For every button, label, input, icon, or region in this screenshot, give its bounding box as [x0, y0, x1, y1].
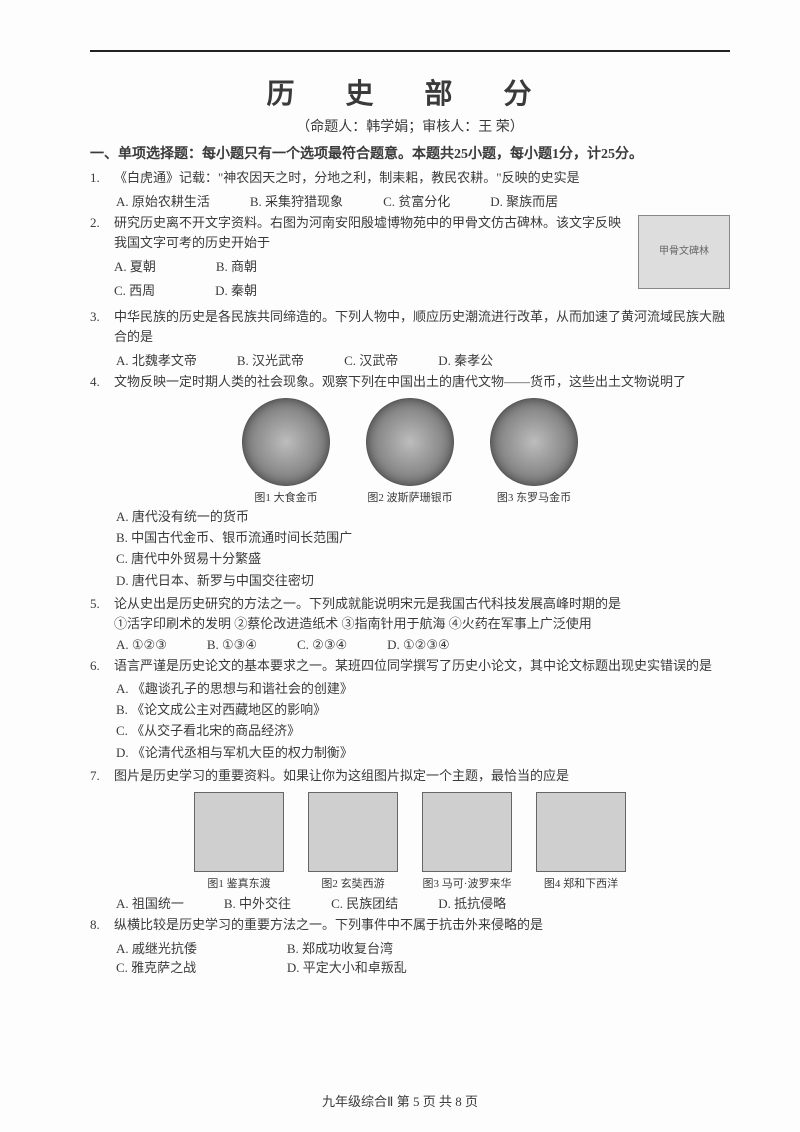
- q8-opt-b[interactable]: B. 郑成功收复台湾: [287, 938, 407, 957]
- q7-num: 7.: [90, 766, 114, 786]
- q4-options: A. 唐代没有统一的货币 B. 中国古代金币、银币流通时间长范围广 C. 唐代中…: [116, 507, 730, 591]
- coin-1-caption: 图1 大食金币: [242, 489, 330, 505]
- q5-options: A. ①②③ B. ①③④ C. ②③④ D. ①②③④: [116, 637, 730, 653]
- q1-opt-b[interactable]: B. 采集狩猎现象: [250, 191, 343, 210]
- q7-pic-3: 图3 马可·波罗来华: [422, 792, 512, 891]
- pic-4-caption: 图4 郑和下西洋: [536, 875, 626, 891]
- q1-opt-c[interactable]: C. 贫富分化: [383, 191, 450, 210]
- q3-opt-c[interactable]: C. 汉武帝: [344, 350, 398, 369]
- authors-line: （命题人：韩学娟；审核人：王 荣）: [90, 116, 730, 136]
- q1-opt-d[interactable]: D. 聚族而居: [490, 191, 558, 210]
- page-title: 历 史 部 分: [90, 72, 730, 112]
- exam-page: 历 史 部 分 （命题人：韩学娟；审核人：王 荣） 一、单项选择题：每小题只有一…: [0, 0, 800, 1132]
- question-3: 3. 中华民族的历史是各民族共同缔造的。下列人物中，顺应历史潮流进行改革，从而加…: [90, 307, 730, 347]
- q2-stem: 研究历史离不开文字资料。右图为河南安阳殷墟博物苑中的甲骨文仿古碑林。该文字反映我…: [114, 215, 621, 250]
- q3-stem: 中华民族的历史是各民族共同缔造的。下列人物中，顺应历史潮流进行改革，从而加速了黄…: [114, 307, 730, 347]
- q1-options: A. 原始农耕生活 B. 采集狩猎现象 C. 贫富分化 D. 聚族而居: [116, 191, 730, 210]
- section-1-heading: 一、单项选择题：每小题只有一个选项最符合题意。本题共25小题，每小题1分，计25…: [90, 144, 730, 165]
- pic-1-caption: 图1 鉴真东渡: [194, 875, 284, 891]
- q7-pic-1: 图1 鉴真东渡: [194, 792, 284, 891]
- q7-opt-b[interactable]: B. 中外交往: [224, 893, 291, 912]
- page-footer: 九年级综合Ⅱ 第 5 页 共 8 页: [0, 1091, 800, 1110]
- question-2: 2. 甲骨文碑林 研究历史离不开文字资料。右图为河南安阳殷墟博物苑中的甲骨文仿古…: [90, 213, 730, 304]
- q2-image: 甲骨文碑林: [638, 215, 730, 289]
- q3-opt-b[interactable]: B. 汉光武帝: [237, 350, 304, 369]
- q7-pic-2: 图2 玄奘西游: [308, 792, 398, 891]
- question-8: 8. 纵横比较是历史学习的重要方法之一。下列事件中不属于抗击外来侵略的是: [90, 915, 730, 935]
- q4-coin-3: 图3 东罗马金币: [490, 398, 578, 505]
- q7-pic-row: 图1 鉴真东渡 图2 玄奘西游 图3 马可·波罗来华 图4 郑和下西洋: [90, 792, 730, 891]
- q5-opt-b[interactable]: B. ①③④: [207, 637, 257, 653]
- q6-opt-b[interactable]: B. 《论文成公主对西藏地区的影响》: [116, 700, 730, 720]
- q5-num: 5.: [90, 594, 114, 634]
- pic-3-caption: 图3 马可·波罗来华: [422, 875, 512, 891]
- q4-opt-a[interactable]: A. 唐代没有统一的货币: [116, 507, 730, 527]
- q2-body: 甲骨文碑林 研究历史离不开文字资料。右图为河南安阳殷墟博物苑中的甲骨文仿古碑林。…: [114, 213, 730, 304]
- q7-opt-c[interactable]: C. 民族团结: [331, 893, 398, 912]
- q1-num: 1.: [90, 168, 114, 188]
- q2-opt-a[interactable]: A. 夏朝: [114, 257, 156, 277]
- q1-stem: 《白虎通》记载："神农因天之时，分地之利，制耒耜，教民农耕。"反映的史实是: [114, 168, 730, 188]
- q8-opt-c[interactable]: C. 雅克萨之战: [116, 957, 197, 976]
- question-4: 4. 文物反映一定时期人类的社会现象。观察下列在中国出土的唐代文物——货币，这些…: [90, 372, 730, 392]
- pic-3-icon: [422, 792, 512, 872]
- q4-stem: 文物反映一定时期人类的社会现象。观察下列在中国出土的唐代文物——货币，这些出土文…: [114, 372, 730, 392]
- q8-stem: 纵横比较是历史学习的重要方法之一。下列事件中不属于抗击外来侵略的是: [114, 915, 730, 935]
- q7-opt-d[interactable]: D. 抵抗侵略: [438, 893, 506, 912]
- q2-opt-c[interactable]: C. 西周: [114, 281, 155, 301]
- q1-opt-a[interactable]: A. 原始农耕生活: [116, 191, 210, 210]
- coin-3-caption: 图3 东罗马金币: [490, 489, 578, 505]
- q4-coin-2: 图2 波斯萨珊银币: [366, 398, 454, 505]
- q8-options: A. 戚继光抗倭 C. 雅克萨之战 B. 郑成功收复台湾 D. 平定大小和卓叛乱: [116, 938, 730, 976]
- pic-2-icon: [308, 792, 398, 872]
- q7-pic-4: 图4 郑和下西洋: [536, 792, 626, 891]
- q2-opt-d[interactable]: D. 秦朝: [215, 281, 257, 301]
- coin-3-icon: [490, 398, 578, 486]
- q4-num: 4.: [90, 372, 114, 392]
- q3-opt-a[interactable]: A. 北魏孝文帝: [116, 350, 197, 369]
- coin-2-icon: [366, 398, 454, 486]
- coin-2-caption: 图2 波斯萨珊银币: [366, 489, 454, 505]
- q8-opt-a[interactable]: A. 戚继光抗倭: [116, 938, 197, 957]
- q6-opt-a[interactable]: A. 《趣谈孔子的思想与和谐社会的创建》: [116, 679, 730, 699]
- q7-opt-a[interactable]: A. 祖国统一: [116, 893, 184, 912]
- q6-stem: 语言严谨是历史论文的基本要求之一。某班四位同学撰写了历史小论文，其中论文标题出现…: [114, 656, 730, 676]
- q8-opt-d[interactable]: D. 平定大小和卓叛乱: [287, 957, 407, 976]
- q3-options: A. 北魏孝文帝 B. 汉光武帝 C. 汉武帝 D. 秦孝公: [116, 350, 730, 369]
- q5-opt-a[interactable]: A. ①②③: [116, 637, 167, 653]
- q4-opt-b[interactable]: B. 中国古代金币、银币流通时间长范围广: [116, 528, 730, 548]
- q4-opt-c[interactable]: C. 唐代中外贸易十分繁盛: [116, 549, 730, 569]
- q2-options-row2: C. 西周 D. 秦朝: [114, 281, 630, 301]
- q2-num: 2.: [90, 213, 114, 304]
- q3-opt-d[interactable]: D. 秦孝公: [438, 350, 493, 369]
- q6-opt-d[interactable]: D. 《论清代丞相与军机大臣的权力制衡》: [116, 743, 730, 763]
- q4-coin-1: 图1 大食金币: [242, 398, 330, 505]
- q7-options: A. 祖国统一 B. 中外交往 C. 民族团结 D. 抵抗侵略: [116, 893, 730, 912]
- top-rule: [90, 50, 730, 52]
- q2-opt-b[interactable]: B. 商朝: [216, 257, 257, 277]
- q4-coin-row: 图1 大食金币 图2 波斯萨珊银币 图3 东罗马金币: [90, 398, 730, 505]
- q3-num: 3.: [90, 307, 114, 347]
- q6-num: 6.: [90, 656, 114, 676]
- question-1: 1. 《白虎通》记载："神农因天之时，分地之利，制耒耜，教民农耕。"反映的史实是: [90, 168, 730, 188]
- question-5: 5. 论从史出是历史研究的方法之一。下列成就能说明宋元是我国古代科技发展高峰时期…: [90, 594, 730, 634]
- coin-1-icon: [242, 398, 330, 486]
- q5-stem: 论从史出是历史研究的方法之一。下列成就能说明宋元是我国古代科技发展高峰时期的是 …: [114, 594, 730, 634]
- q6-opt-c[interactable]: C. 《从交子看北宋的商品经济》: [116, 721, 730, 741]
- q8-num: 8.: [90, 915, 114, 935]
- q2-options-row1: A. 夏朝 B. 商朝: [114, 257, 630, 277]
- pic-1-icon: [194, 792, 284, 872]
- question-6: 6. 语言严谨是历史论文的基本要求之一。某班四位同学撰写了历史小论文，其中论文标…: [90, 656, 730, 676]
- q6-options: A. 《趣谈孔子的思想与和谐社会的创建》 B. 《论文成公主对西藏地区的影响》 …: [116, 679, 730, 763]
- question-7: 7. 图片是历史学习的重要资料。如果让你为这组图片拟定一个主题，最恰当的应是: [90, 766, 730, 786]
- pic-2-caption: 图2 玄奘西游: [308, 875, 398, 891]
- q7-stem: 图片是历史学习的重要资料。如果让你为这组图片拟定一个主题，最恰当的应是: [114, 766, 730, 786]
- q5-opt-c[interactable]: C. ②③④: [297, 637, 347, 653]
- q5-opt-d[interactable]: D. ①②③④: [387, 637, 450, 653]
- q4-opt-d[interactable]: D. 唐代日本、新罗与中国交往密切: [116, 571, 730, 591]
- pic-4-icon: [536, 792, 626, 872]
